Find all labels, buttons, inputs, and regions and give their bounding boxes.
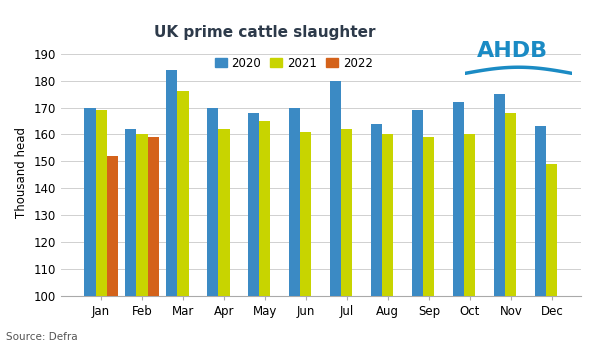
Bar xyxy=(148,137,159,296)
Bar xyxy=(249,113,259,296)
Bar xyxy=(371,124,383,296)
Text: Source: Defra: Source: Defra xyxy=(6,332,77,342)
Bar xyxy=(535,126,547,296)
Bar xyxy=(207,108,219,296)
Bar xyxy=(219,129,229,296)
Bar xyxy=(300,132,312,296)
Bar xyxy=(95,110,107,296)
Bar xyxy=(289,108,300,296)
Bar xyxy=(136,134,148,296)
Bar xyxy=(383,134,393,296)
Bar xyxy=(505,113,516,296)
Bar xyxy=(412,110,423,296)
Bar xyxy=(107,156,117,296)
Bar xyxy=(342,129,352,296)
Bar xyxy=(330,81,342,296)
Y-axis label: Thousand head: Thousand head xyxy=(15,127,28,217)
Bar xyxy=(85,108,95,296)
Bar xyxy=(454,102,464,296)
Bar xyxy=(178,91,188,296)
Bar xyxy=(166,70,178,296)
Bar xyxy=(423,137,434,296)
Bar xyxy=(259,121,271,296)
Text: UK prime cattle slaughter: UK prime cattle slaughter xyxy=(154,25,376,40)
Text: AHDB: AHDB xyxy=(477,41,548,61)
Bar xyxy=(464,134,476,296)
Bar xyxy=(494,94,505,296)
Legend: 2020, 2021, 2022: 2020, 2021, 2022 xyxy=(212,54,375,72)
Bar xyxy=(125,129,136,296)
Bar xyxy=(547,164,557,296)
